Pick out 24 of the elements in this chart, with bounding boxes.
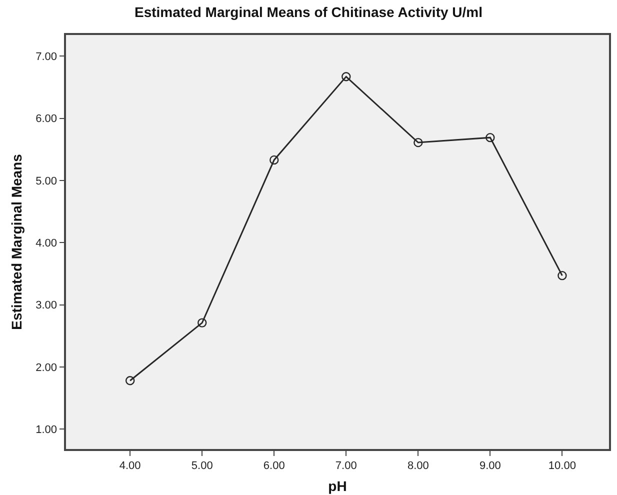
y-tick-label: 2.00 — [36, 362, 58, 374]
x-tick-label: 5.00 — [191, 460, 213, 472]
x-axis-title: pH — [328, 478, 347, 494]
y-tick-label: 6.00 — [36, 113, 58, 126]
y-axis-title: Estimated Marginal Means — [8, 154, 25, 330]
x-tick-label: 6.00 — [263, 460, 285, 472]
x-tick-label: 8.00 — [407, 460, 429, 472]
x-tick-label: 7.00 — [335, 460, 357, 472]
x-tick-label: 4.00 — [119, 460, 141, 472]
y-tick-label: 5.00 — [36, 175, 58, 188]
x-tick-label: 10.00 — [548, 460, 576, 472]
y-tick-label: 4.00 — [36, 237, 58, 250]
point — [414, 138, 423, 148]
y-tick-label: 1.00 — [36, 424, 58, 436]
y-tick-label: 7.00 — [36, 50, 58, 63]
point — [198, 318, 207, 328]
x-tick-label: 9.00 — [479, 460, 501, 472]
point — [342, 72, 351, 82]
chart-title: Estimated Marginal Means of Chitinase Activity U/ml — [134, 4, 483, 20]
point — [125, 376, 135, 386]
point — [558, 270, 567, 280]
y-tick-label: 3.00 — [36, 300, 58, 312]
point — [486, 132, 495, 142]
point — [270, 155, 279, 165]
